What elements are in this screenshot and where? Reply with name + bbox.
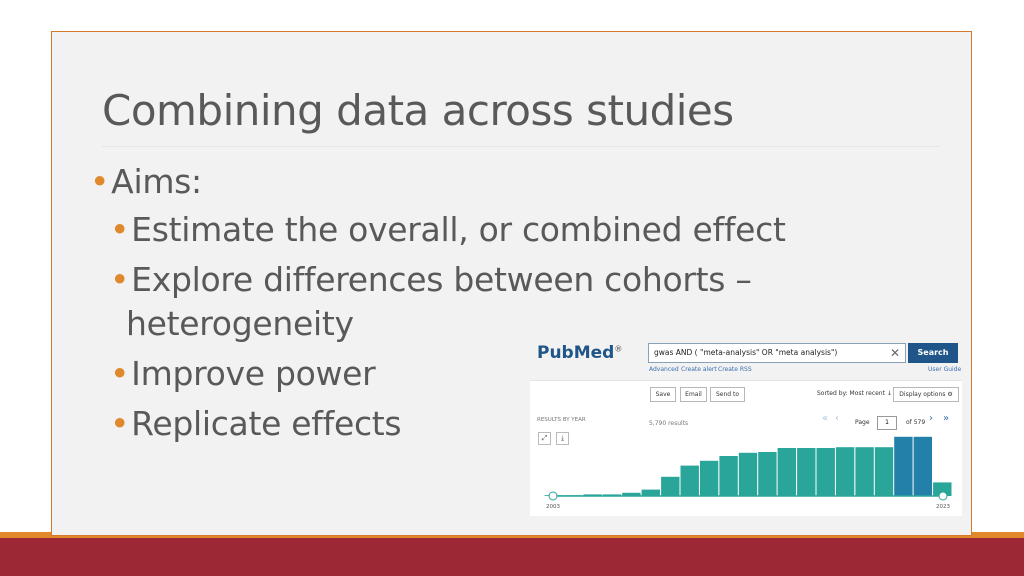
bullet-text: Explore differences between cohorts – xyxy=(131,260,752,299)
sort-selector[interactable]: Sorted by: Most recent ↓ xyxy=(817,390,892,397)
bullet-replicate: •Replicate effects xyxy=(110,404,402,443)
pubmed-logo[interactable]: PubMed® xyxy=(537,343,623,363)
create-rss-link[interactable]: Create RSS xyxy=(718,366,752,373)
search-button[interactable]: Search xyxy=(908,343,958,363)
chart-bar-2023[interactable] xyxy=(933,482,952,496)
send-to-button[interactable]: Send to xyxy=(710,387,745,402)
sort-order-icon: ↓ xyxy=(886,390,892,397)
bullet-dot: • xyxy=(90,162,110,201)
year-range-end-handle[interactable] xyxy=(938,491,948,501)
chart-bar-2017[interactable] xyxy=(816,448,835,496)
next-page-icon[interactable]: › xyxy=(929,413,933,424)
chart-bar-2012[interactable] xyxy=(719,456,738,496)
pubmed-screenshot: PubMed® gwas AND ( "meta-analysis" OR "m… xyxy=(530,340,962,516)
bullet-combined-effect: •Estimate the overall, or combined effec… xyxy=(110,210,786,249)
page-input[interactable]: 1 xyxy=(877,416,897,430)
page-label: Page xyxy=(855,419,870,426)
bullet-aims: •Aims: xyxy=(90,162,202,201)
chart-bar-2009[interactable] xyxy=(661,476,680,496)
results-by-year-chart[interactable] xyxy=(530,408,962,516)
chart-bar-2014[interactable] xyxy=(758,452,777,496)
user-guide-link[interactable]: User Guide xyxy=(928,366,962,373)
bottom-bar xyxy=(0,532,1024,576)
results-count: 5,790 results xyxy=(649,420,689,427)
chart-bar-2006[interactable] xyxy=(602,494,622,496)
chart-bar-2007[interactable] xyxy=(622,492,641,496)
close-icon[interactable]: ✕ xyxy=(890,346,901,360)
chart-bar-2016[interactable] xyxy=(797,448,816,496)
results-toolbar: Save Email Send to Sorted by: Most recen… xyxy=(530,380,962,409)
download-icon[interactable]: ⤓ xyxy=(556,432,569,445)
save-button[interactable]: Save xyxy=(650,387,676,402)
page-total: of 579 xyxy=(906,419,926,426)
bullet-dot: • xyxy=(110,210,130,249)
bullet-dot: • xyxy=(110,354,130,393)
chart-bar-2010[interactable] xyxy=(680,465,699,496)
results-area: RESULTS BY YEAR ⤢ ⤓ 5,790 results « ‹ Pa… xyxy=(530,408,962,516)
advanced-link[interactable]: Advanced xyxy=(649,366,679,373)
chart-bar-2018[interactable] xyxy=(835,447,855,496)
expand-icon[interactable]: ⤢ xyxy=(538,432,551,445)
chart-bar-2015[interactable] xyxy=(777,448,796,496)
slide-title: Combining data across studies xyxy=(102,86,734,135)
bullet-text: Improve power xyxy=(131,354,376,393)
bullet-dot: • xyxy=(110,404,130,443)
bullet-differences-continued: heterogeneity xyxy=(126,304,354,343)
email-button[interactable]: Email xyxy=(680,387,707,402)
year-end-label: 2023 xyxy=(936,504,950,510)
chart-bar-2021[interactable] xyxy=(894,436,913,496)
chart-bar-2005[interactable] xyxy=(583,494,602,496)
chart-bar-2008[interactable] xyxy=(641,489,660,496)
display-options-button[interactable]: Display options ⚙ xyxy=(893,387,959,402)
year-range-start-handle[interactable] xyxy=(548,491,558,501)
bullet-text: Aims: xyxy=(111,162,202,201)
search-input[interactable]: gwas AND ( "meta-analysis" OR "meta anal… xyxy=(648,343,906,363)
results-by-year-label: RESULTS BY YEAR xyxy=(537,417,586,423)
chart-bar-2011[interactable] xyxy=(699,460,719,496)
create-alert-link[interactable]: Create alert xyxy=(681,366,717,373)
chart-bar-2020[interactable] xyxy=(874,447,894,496)
last-page-icon[interactable]: » xyxy=(943,413,950,424)
bullet-power: •Improve power xyxy=(110,354,376,393)
chart-bar-2013[interactable] xyxy=(738,452,758,496)
first-page-icon[interactable]: « xyxy=(822,413,829,424)
chart-bar-2019[interactable] xyxy=(855,447,874,496)
title-divider xyxy=(102,146,940,147)
year-start-label: 2003 xyxy=(546,504,560,510)
bullet-text: Estimate the overall, or combined effect xyxy=(131,210,786,249)
bullet-differences: •Explore differences between cohorts – xyxy=(110,260,752,299)
bullet-dot: • xyxy=(110,260,130,299)
previous-page-icon[interactable]: ‹ xyxy=(835,413,839,424)
gear-icon: ⚙ xyxy=(947,391,953,398)
chart-bar-2022[interactable] xyxy=(913,436,932,496)
bullet-text: Replicate effects xyxy=(131,404,402,443)
